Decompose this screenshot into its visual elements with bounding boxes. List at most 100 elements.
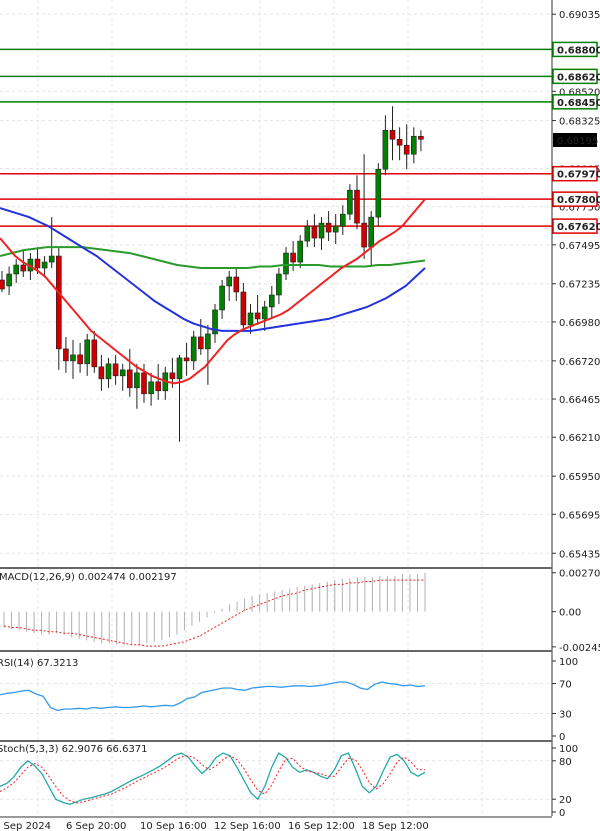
- candle-body: [48, 255, 55, 263]
- level-label: 0.68620: [557, 72, 600, 83]
- level-label: 0.68800: [557, 45, 600, 56]
- candle-body: [98, 366, 105, 380]
- price-tick-label: 0.67235: [559, 280, 600, 291]
- candle-body: [254, 312, 261, 320]
- price-tick-label: 0.66465: [559, 395, 600, 406]
- candle-body: [325, 222, 332, 233]
- price-tick-label: 0.65435: [559, 549, 600, 560]
- candle-body: [155, 381, 161, 392]
- current-price-label: 0.68195: [557, 136, 598, 147]
- price-tick-label: 0.67750: [559, 203, 600, 214]
- level-label-box: [552, 191, 598, 207]
- level-label: 0.67620: [557, 222, 600, 233]
- rsi-tick-label: 100: [559, 657, 578, 668]
- level-label-box: [552, 94, 598, 110]
- stoch-tick-label: 0: [559, 808, 565, 819]
- macd-signal-line: [3, 579, 425, 647]
- candle-body: [13, 264, 19, 275]
- candle-body: [198, 336, 204, 350]
- sma-fast-line: [0, 198, 426, 385]
- price-tick-label: 0.69035: [559, 10, 600, 21]
- candle-body: [261, 306, 268, 320]
- candle-body: [276, 273, 282, 296]
- stoch-title: Stoch(5,3,3) 62.9076 66.6371: [0, 744, 148, 755]
- time-tick-label: 18 Sep 12:00: [362, 821, 429, 831]
- sma-mid-line: [0, 207, 426, 332]
- candle-body: [332, 225, 339, 233]
- candle-body: [354, 189, 360, 224]
- candle-body: [389, 129, 396, 140]
- candle-body: [41, 261, 48, 269]
- rsi-tick-label: 30: [559, 710, 572, 721]
- price-tick-label: 0.68520: [559, 87, 600, 98]
- candle-body: [226, 276, 232, 287]
- price-tick-label: 0.65695: [559, 510, 600, 521]
- candle-body: [311, 225, 318, 239]
- current-price-box: [553, 133, 597, 148]
- candle-body: [339, 213, 346, 227]
- candle-body: [219, 285, 225, 311]
- candle-body: [240, 291, 247, 326]
- stoch-tick-label: 80: [559, 757, 572, 768]
- candle-body: [304, 225, 311, 242]
- candle-body: [283, 252, 289, 275]
- stoch-k-line: [0, 752, 426, 805]
- sma-slow-line: [0, 246, 426, 269]
- candle-body: [105, 363, 112, 380]
- candle-body: [127, 369, 133, 389]
- candle-body: [134, 372, 140, 389]
- stoch-tick-label: 20: [559, 795, 572, 806]
- candle-body: [176, 357, 183, 380]
- candle-body: [233, 276, 240, 293]
- macd-tick-label: -0.00245: [559, 643, 600, 654]
- price-tick-label: 0.66210: [559, 433, 600, 444]
- candle-body: [6, 273, 12, 287]
- time-tick-label: 10 Sep 16:00: [140, 821, 207, 831]
- level-label-box: [552, 41, 598, 58]
- time-tick-label: 6 Sep 20:00: [66, 821, 126, 831]
- candle-body: [77, 354, 83, 365]
- rsi-title: RSI(14) 67.3213: [0, 658, 78, 669]
- price-tick-label: 0.68325: [559, 117, 600, 128]
- candle-body: [212, 309, 218, 335]
- stoch-d-line: [0, 755, 425, 804]
- time-tick-label: 2 Sep 2024: [0, 821, 51, 831]
- level-label-box: [552, 165, 598, 182]
- candle-body: [20, 264, 27, 272]
- candle-body: [112, 363, 119, 377]
- candle-body: [382, 129, 389, 170]
- candle-body: [290, 252, 296, 263]
- candle-body: [70, 354, 76, 362]
- candle-body: [396, 138, 403, 146]
- price-tick-label: 0.67495: [559, 241, 600, 252]
- candle-body: [141, 372, 147, 395]
- rsi-line: [0, 681, 426, 712]
- rsi-tick-label: 0: [559, 732, 565, 743]
- macd-tick-label: 0.00: [559, 608, 581, 619]
- candle-body: [183, 357, 190, 362]
- price-tick-label: 0.66980: [559, 318, 600, 329]
- candle-body: [205, 333, 211, 350]
- candle-body: [169, 372, 176, 380]
- candle-body: [418, 135, 424, 140]
- candle-body: [268, 294, 275, 308]
- level-label: 0.68450: [557, 98, 600, 109]
- candle-body: [148, 381, 154, 395]
- candle-body: [368, 216, 375, 248]
- rsi-tick-label: 70: [559, 680, 572, 691]
- candle-body: [55, 255, 62, 350]
- macd-tick-label: 0.002709: [559, 569, 600, 580]
- candle-body: [347, 189, 353, 215]
- level-label: 0.67970: [557, 170, 600, 181]
- candle-body: [190, 336, 197, 362]
- stoch-tick-label: 100: [559, 744, 578, 755]
- time-tick-label: 16 Sep 12:00: [288, 821, 355, 831]
- candle-body: [410, 135, 417, 155]
- candle-body: [63, 348, 69, 362]
- candle-body: [119, 369, 126, 377]
- level-label-box: [552, 218, 598, 234]
- candle-body: [297, 240, 304, 263]
- price-tick-label: 0.66720: [559, 357, 600, 368]
